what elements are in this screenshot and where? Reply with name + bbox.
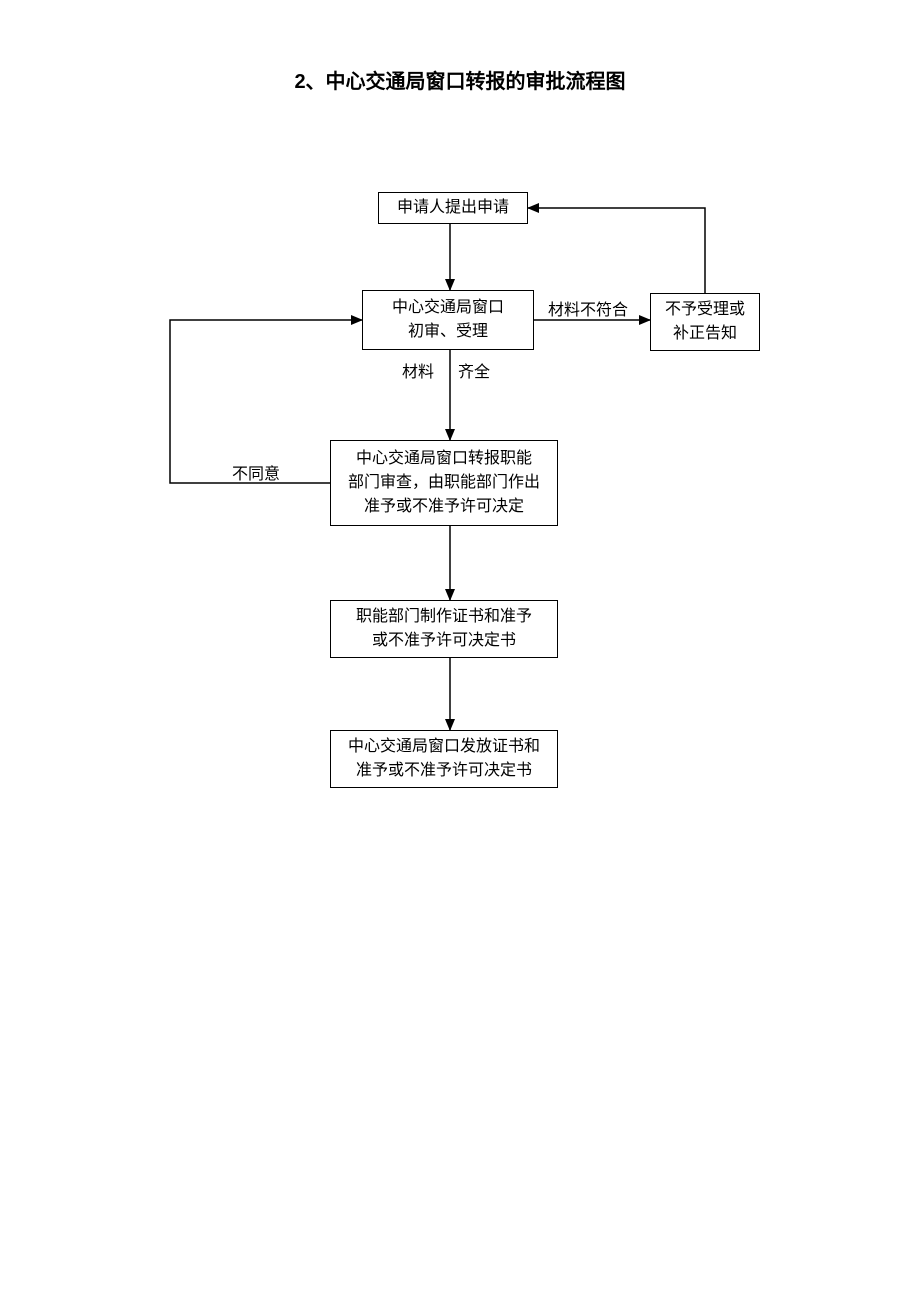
flow-node-text: 准予或不准予许可决定 (364, 495, 524, 519)
flow-node-text: 中心交通局窗口发放证书和 (348, 735, 540, 759)
edge-label-materials-ok-a: 材料 (402, 358, 434, 382)
flow-node-reject-notice: 不予受理或补正告知 (650, 293, 760, 351)
flow-node-apply: 申请人提出申请 (378, 192, 528, 224)
flow-node-text: 初审、受理 (408, 320, 488, 344)
edge-label-materials-ok-b: 齐全 (458, 358, 490, 382)
flow-node-text: 职能部门制作证书和准予 (356, 605, 532, 629)
flow-node-text: 申请人提出申请 (397, 196, 509, 220)
flow-node-text: 中心交通局窗口 (392, 296, 504, 320)
edge-label-disagree: 不同意 (232, 460, 280, 484)
flow-node-produce-cert: 职能部门制作证书和准予或不准予许可决定书 (330, 600, 558, 658)
flow-node-issue-cert: 中心交通局窗口发放证书和准予或不准予许可决定书 (330, 730, 558, 788)
flow-node-text: 不予受理或 (665, 298, 745, 322)
flow-node-text: 准予或不准予许可决定书 (356, 759, 532, 783)
flow-node-text: 部门审查，由职能部门作出 (348, 471, 540, 495)
flow-node-text: 补正告知 (673, 322, 737, 346)
flow-node-text: 或不准予许可决定书 (372, 629, 516, 653)
edge-label-materials-fail: 材料不符合 (548, 296, 628, 320)
flow-node-text: 中心交通局窗口转报职能 (356, 447, 532, 471)
flow-node-forward-decide: 中心交通局窗口转报职能部门审查，由职能部门作出准予或不准予许可决定 (330, 440, 558, 526)
flow-node-review: 中心交通局窗口初审、受理 (362, 290, 534, 350)
page-title: 2、中心交通局窗口转报的审批流程图 (0, 65, 920, 94)
